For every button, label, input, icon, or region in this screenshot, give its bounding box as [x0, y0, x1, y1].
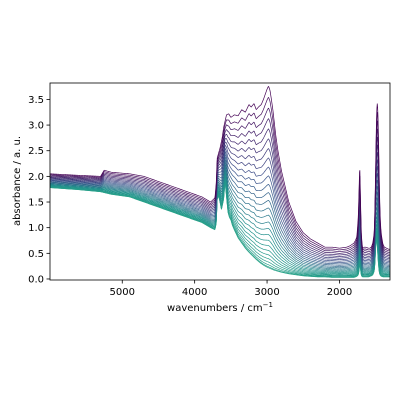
plot-frame	[49, 82, 391, 281]
x-axis-label: wavenumbers / cm−1	[167, 301, 273, 314]
spectrum-line-5	[50, 128, 390, 257]
x-tick-label: 2000	[327, 287, 352, 298]
spectrum-line-18	[50, 171, 390, 273]
y-axis-label: absorbance / a. u.	[12, 136, 23, 226]
spectrum-line-15	[50, 164, 390, 270]
spectrum-line-14	[50, 162, 390, 269]
spectrum-line-16	[50, 167, 390, 271]
spectrum-line-13	[50, 159, 390, 267]
y-tick-label: 3.0	[28, 121, 44, 132]
spectra-series-group	[50, 86, 390, 278]
y-tick-label: 1.0	[28, 223, 44, 234]
spectrum-line-6	[50, 138, 390, 258]
spectrum-line-12	[50, 157, 390, 266]
spectrum-line-8	[50, 144, 390, 261]
x-axis-ticks: 5000 4000 3000 2000	[110, 280, 352, 298]
y-tick-label: 1.5	[28, 198, 44, 209]
x-tick-label: 4000	[182, 287, 207, 298]
y-tick-label: 0.5	[28, 249, 44, 260]
y-tick-label: 2.0	[28, 172, 44, 183]
spectrum-line-7	[50, 141, 390, 260]
spectrum-line-11	[50, 152, 390, 265]
spectrum-line-17	[50, 169, 390, 272]
spectrum-line-21	[50, 176, 390, 275]
spectrum-line-19	[50, 173, 390, 274]
spectrum-line-20	[50, 175, 390, 275]
x-tick-label: 5000	[110, 287, 135, 298]
y-tick-label: 2.5	[28, 146, 44, 157]
spectrum-line-10	[50, 150, 390, 264]
y-tick-label: 0.0	[28, 274, 44, 285]
spectrum-line-1	[50, 86, 390, 250]
y-axis-ticks: 0.0 0.5 1.0 1.5 2.0 2.5 3.0 3.5	[28, 95, 50, 285]
x-tick-label: 3000	[254, 287, 279, 298]
x-axis-label-superscript: −1	[263, 301, 273, 309]
spectrum-line-2	[50, 97, 390, 252]
spectrum-line-9	[50, 147, 390, 262]
spectrum-line-3	[50, 107, 390, 253]
y-tick-label: 3.5	[28, 95, 44, 106]
x-axis-label-text: wavenumbers / cm	[167, 303, 263, 314]
spectrum-line-4	[50, 118, 390, 255]
